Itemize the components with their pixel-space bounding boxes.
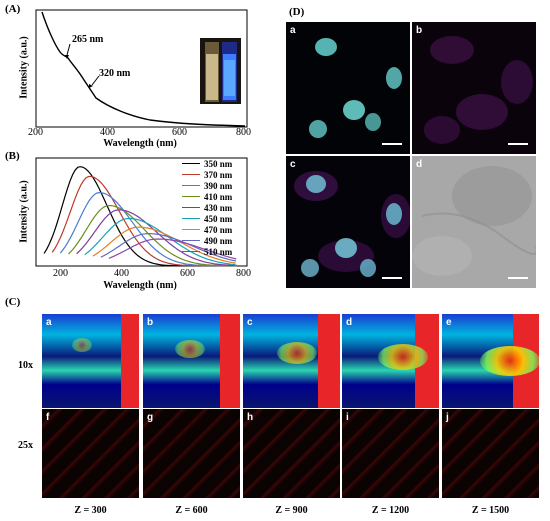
legend-swatch [182, 218, 200, 219]
fluorescence-tile: h [243, 409, 340, 498]
z-label: Z = 1500 [471, 505, 510, 516]
magnification-10x-label: 10x [18, 360, 33, 371]
z-label: Z = 300 [74, 505, 107, 516]
magnification-25x-label: 25x [18, 440, 33, 451]
fluorescence-tile: i [342, 409, 439, 498]
panel-label-c: (C) [5, 296, 21, 308]
microscopy-tile-c: c [286, 156, 410, 288]
heatmap-tile: a [42, 314, 139, 408]
heatmap-tile: d [342, 314, 439, 408]
heatmap-tile: b [143, 314, 240, 408]
z-label: Z = 600 [175, 505, 208, 516]
fluorescence-tile: g [143, 409, 240, 498]
emission-legend: 350 nm 370 nm 390 nm 410 nm 430 nm 450 nm 470 … [182, 158, 252, 257]
emission-curve-490 [100, 233, 237, 262]
emission-curve-450 [84, 217, 236, 266]
absorption-xlabel: Wavelength (nm) [103, 138, 177, 149]
emission-plot [35, 157, 248, 267]
z-label: Z = 900 [275, 505, 308, 516]
legend-item: 510 nm [182, 246, 252, 257]
heatmap-tile: e [442, 314, 539, 408]
emission-ylabel: Intensity (a.u.) [18, 180, 30, 243]
microscopy-tile-d: d [412, 156, 536, 288]
legend-label: 490 nm [204, 235, 233, 246]
legend-swatch [182, 196, 200, 197]
z-label: Z = 1200 [371, 505, 410, 516]
legend-label: 390 nm [204, 180, 233, 191]
legend-item: 370 nm [182, 169, 252, 180]
legend-swatch [182, 163, 200, 164]
legend-label: 370 nm [204, 169, 233, 180]
emission-xlabel: Wavelength (nm) [103, 280, 177, 291]
legend-label: 430 nm [204, 202, 233, 213]
legend-swatch [182, 174, 200, 175]
legend-swatch [182, 240, 200, 241]
vial-photo [200, 38, 241, 104]
emission-curve-410 [68, 204, 238, 267]
legend-swatch [182, 229, 200, 230]
legend-label: 470 nm [204, 224, 233, 235]
absorption-xticks: 200 400 600 800 [28, 127, 251, 138]
fluorescence-tile: j [442, 409, 539, 498]
emission-xticks: 200 400 600 800 [53, 268, 251, 279]
legend-item: 470 nm [182, 224, 252, 235]
legend-swatch [182, 185, 200, 186]
legend-item: 350 nm [182, 158, 252, 169]
peak-320-label: 320 nm [99, 68, 131, 79]
heatmap-tile: c [243, 314, 340, 408]
microscopy-tile-a: a [286, 22, 410, 154]
microscopy-tile-b: b [412, 22, 536, 154]
legend-item: 410 nm [182, 191, 252, 202]
emission-curve-470 [92, 226, 236, 264]
legend-label: 510 nm [204, 246, 233, 257]
emission-curve-390 [59, 191, 237, 267]
fluorescence-tile: f [42, 409, 139, 498]
legend-swatch [182, 251, 200, 252]
emission-curve-510 [108, 238, 237, 260]
legend-label: 410 nm [204, 191, 233, 202]
legend-item: 430 nm [182, 202, 252, 213]
legend-item: 450 nm [182, 213, 252, 224]
legend-item: 490 nm [182, 235, 252, 246]
legend-item: 390 nm [182, 180, 252, 191]
peak-265-label: 265 nm [72, 34, 104, 45]
panel-label-a: (A) [5, 3, 21, 15]
absorption-curve [41, 11, 246, 127]
absorption-plot [35, 9, 248, 128]
legend-label: 350 nm [204, 158, 233, 169]
emission-curve-430 [76, 209, 236, 267]
legend-swatch [182, 207, 200, 208]
panel-label-b: (B) [5, 150, 20, 162]
legend-label: 450 nm [204, 213, 233, 224]
panel-label-d: (D) [289, 6, 305, 18]
absorption-ylabel: Intensity (a.u.) [18, 36, 30, 99]
